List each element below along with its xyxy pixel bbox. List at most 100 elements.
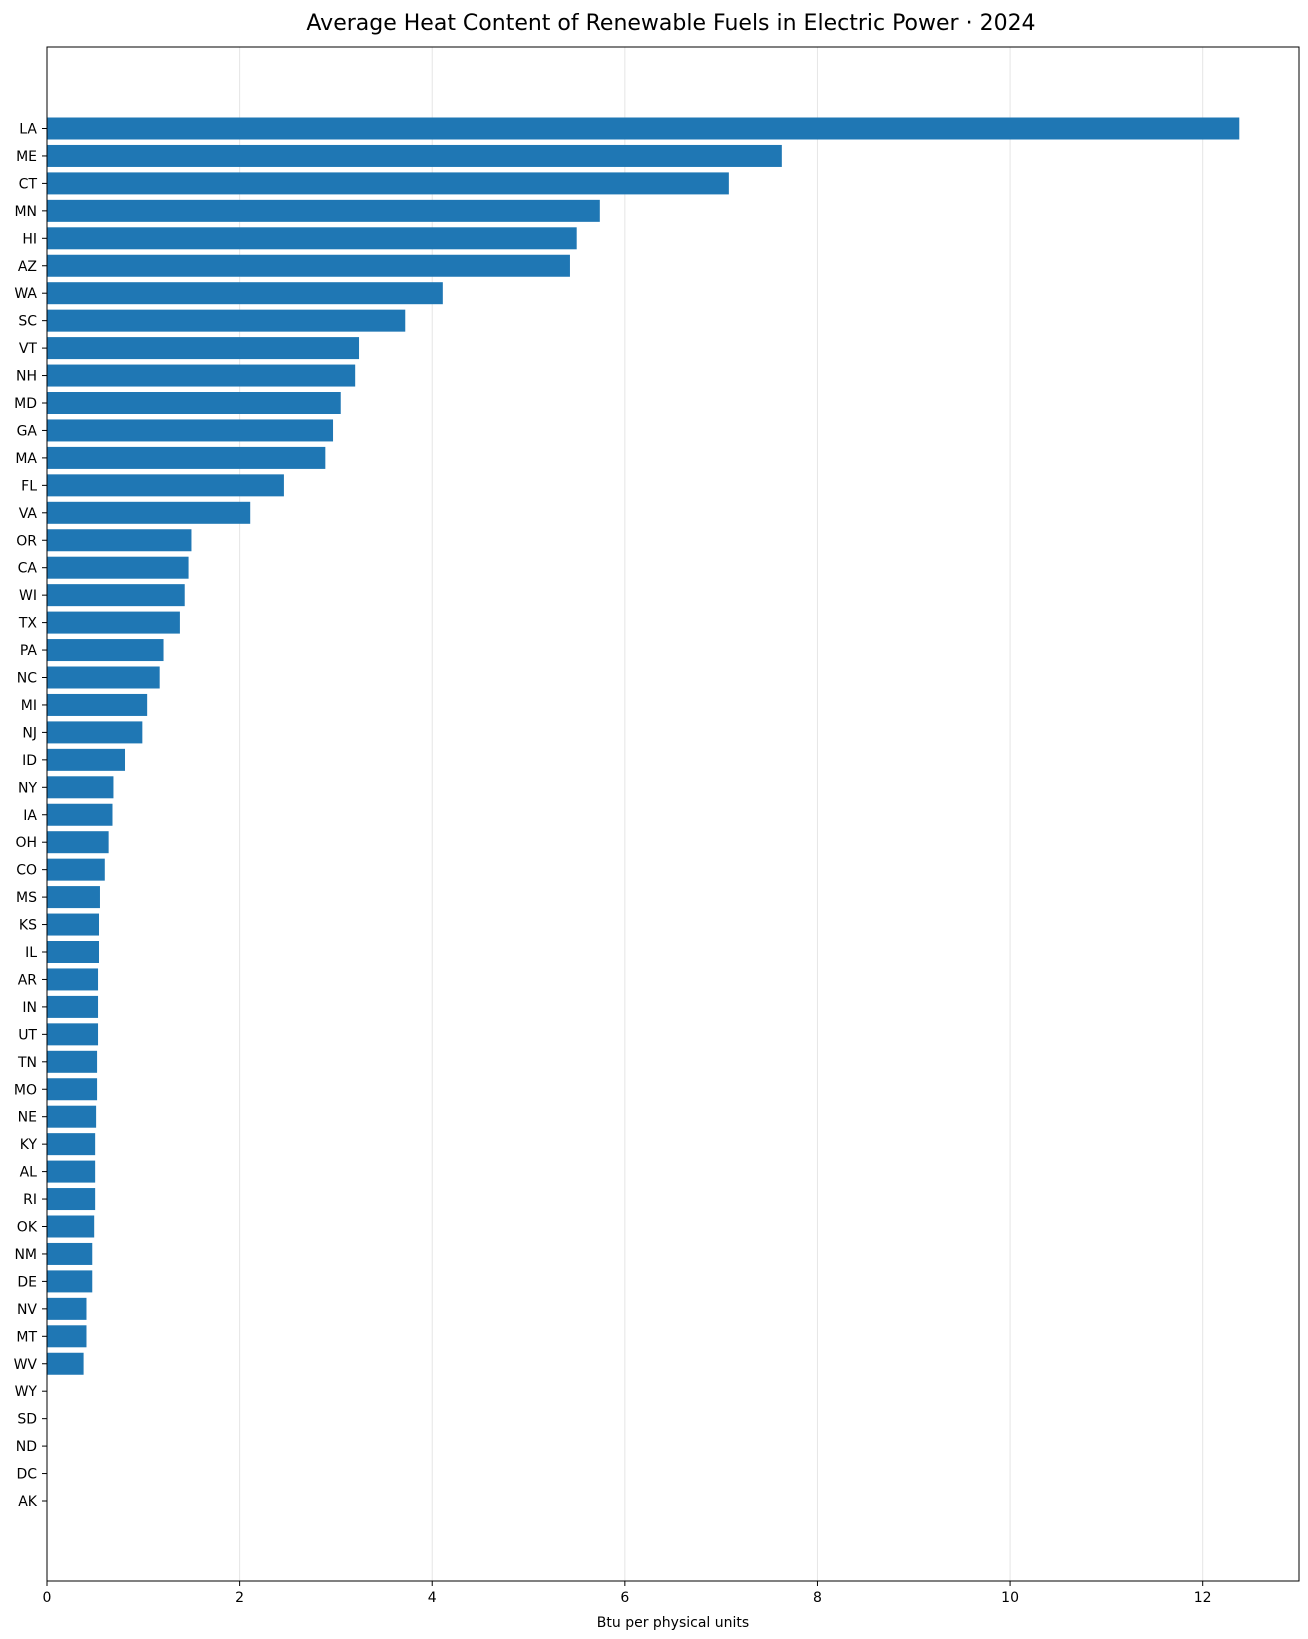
bar-pa (47, 639, 164, 662)
bar-nv (47, 1297, 87, 1320)
y-tick-label: AR (18, 972, 38, 988)
x-tick-label: 4 (428, 1590, 437, 1606)
chart-title: Average Heat Content of Renewable Fuels … (306, 11, 1035, 36)
bar-mi (47, 693, 148, 716)
bar-mt (47, 1325, 87, 1348)
y-tick-label: TN (17, 1055, 37, 1071)
y-tick-label: RI (23, 1192, 37, 1208)
y-tick-label: MA (15, 451, 37, 467)
x-tick-label: 8 (813, 1590, 822, 1606)
bar-wa (47, 282, 443, 305)
y-tick-label: KS (19, 918, 37, 934)
y-tick-label: FL (21, 478, 37, 494)
y-tick-label: MT (16, 1329, 37, 1345)
y-tick-label: OK (17, 1220, 38, 1236)
bar-fl (47, 474, 284, 497)
y-tick-label: NH (16, 369, 37, 385)
y-tick-label: IN (22, 1000, 37, 1016)
x-tick-label: 0 (43, 1590, 52, 1606)
bar-la (47, 117, 1240, 140)
bar-de (47, 1270, 93, 1293)
plot-frame (46, 46, 1300, 1582)
y-tick-label: ME (16, 149, 37, 165)
bar-id (47, 748, 126, 771)
bars (47, 117, 1240, 1375)
y-tick-label: GA (17, 423, 38, 439)
y-tick-label: TX (18, 616, 38, 632)
y-tick-label: UT (18, 1027, 37, 1043)
y-axis: LA ME CT MN HI AZ WA SC VT NH MD GA MA FL VA OR CA WI TX PA… (14, 122, 47, 1510)
y-tick-label: OR (16, 533, 37, 549)
y-tick-label: OH (15, 835, 37, 851)
y-tick-label: WI (19, 588, 37, 604)
y-tick-label: CO (16, 863, 37, 879)
y-tick-label: AK (18, 1494, 38, 1510)
bar-wv (47, 1352, 84, 1375)
bar-mn (47, 199, 600, 222)
x-tick-label: 2 (235, 1590, 244, 1606)
y-tick-label: MO (14, 1082, 37, 1098)
y-tick-label: SD (17, 1412, 37, 1428)
bar-ca (47, 556, 189, 579)
bar-va (47, 501, 251, 524)
y-tick-label: HI (22, 231, 37, 247)
x-tick-label: 10 (1001, 1590, 1019, 1606)
x-axis: 0 2 4 6 8 10 12 (43, 1581, 1212, 1606)
bar-ms (47, 886, 100, 909)
bar-tn (47, 1050, 98, 1073)
bar-nj (47, 721, 143, 744)
y-tick-label: AZ (18, 259, 37, 275)
y-tick-label: NY (18, 780, 37, 796)
y-tick-label: LA (19, 122, 37, 138)
bar-az (47, 254, 570, 277)
bar-nc (47, 666, 160, 689)
bar-al (47, 1160, 96, 1183)
y-tick-label: MD (14, 396, 37, 412)
bar-co (47, 858, 105, 881)
bar-ma (47, 446, 326, 469)
y-tick-label: NJ (22, 725, 37, 741)
y-tick-label: MI (21, 698, 37, 714)
bar-nm (47, 1242, 93, 1265)
x-tick-label: 6 (620, 1590, 629, 1606)
y-tick-label: AL (20, 1165, 38, 1181)
bar-ut (47, 1023, 99, 1046)
y-tick-label: PA (20, 643, 38, 659)
y-tick-label: NC (17, 671, 37, 687)
y-tick-label: MS (16, 890, 37, 906)
bar-ky (47, 1133, 96, 1156)
y-tick-label: NM (14, 1247, 37, 1263)
y-tick-label: ND (16, 1439, 37, 1455)
x-axis-label: Btu per physical units (597, 1615, 749, 1631)
bar-mo (47, 1078, 98, 1101)
y-tick-label: KY (20, 1137, 38, 1153)
y-tick-label: NV (17, 1302, 37, 1318)
y-tick-label: VT (19, 341, 38, 357)
bar-ri (47, 1188, 96, 1211)
bar-or (47, 529, 192, 552)
bar-oh (47, 831, 109, 854)
bar-ar (47, 968, 99, 991)
y-tick-label: WV (14, 1357, 38, 1373)
y-tick-label: MN (14, 204, 37, 220)
bar-sc (47, 309, 406, 332)
bar-il (47, 941, 100, 963)
bar-vt (47, 337, 360, 360)
bar-hi (47, 227, 577, 250)
y-tick-label: NE (18, 1110, 37, 1126)
bar-ne (47, 1105, 97, 1128)
bar-ks (47, 913, 100, 936)
bar-ga (47, 419, 334, 442)
y-tick-label: ID (22, 753, 37, 769)
x-tick-label: 12 (1194, 1590, 1212, 1606)
bar-ok (47, 1215, 95, 1238)
y-tick-label: VA (19, 506, 38, 522)
bar-wi (47, 584, 185, 607)
bar-tx (47, 611, 180, 634)
y-tick-label: IA (23, 808, 37, 824)
y-tick-label: DE (17, 1274, 37, 1290)
y-tick-label: WA (14, 286, 37, 302)
bar-ct (47, 172, 729, 195)
y-tick-label: CA (18, 561, 38, 577)
